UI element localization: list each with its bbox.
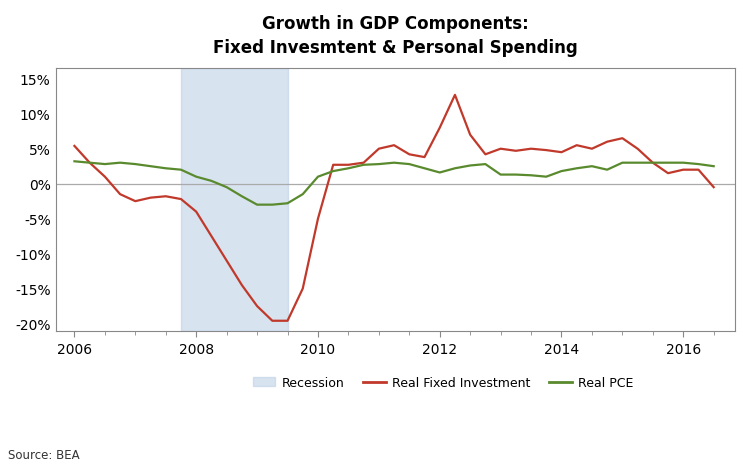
- Bar: [181, 69, 287, 331]
- Title: Growth in GDP Components:
Fixed Invesmtent & Personal Spending: Growth in GDP Components: Fixed Invesmte…: [213, 15, 578, 56]
- Legend: Recession, Real Fixed Investment, Real PCE: Recession, Real Fixed Investment, Real P…: [248, 371, 638, 394]
- Text: Source: BEA: Source: BEA: [8, 448, 80, 461]
